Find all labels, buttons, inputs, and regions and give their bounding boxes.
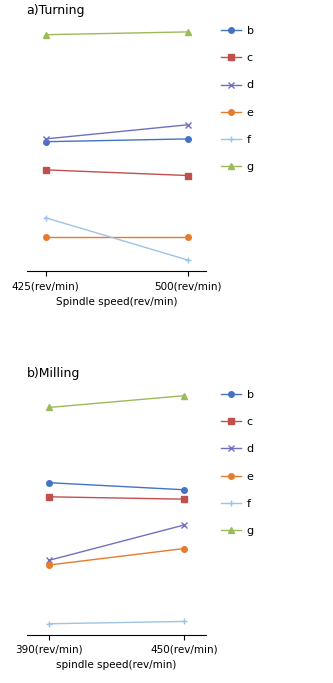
Text: a)Turning: a)Turning bbox=[27, 3, 85, 16]
Legend: b, c, d, e, f, g: b, c, d, e, f, g bbox=[221, 26, 254, 172]
X-axis label: spindle speed(rev/min): spindle speed(rev/min) bbox=[56, 660, 177, 671]
Text: b)Milling: b)Milling bbox=[27, 367, 80, 380]
X-axis label: Spindle speed(rev/min): Spindle speed(rev/min) bbox=[56, 296, 177, 307]
Legend: b, c, d, e, f, g: b, c, d, e, f, g bbox=[221, 390, 254, 536]
